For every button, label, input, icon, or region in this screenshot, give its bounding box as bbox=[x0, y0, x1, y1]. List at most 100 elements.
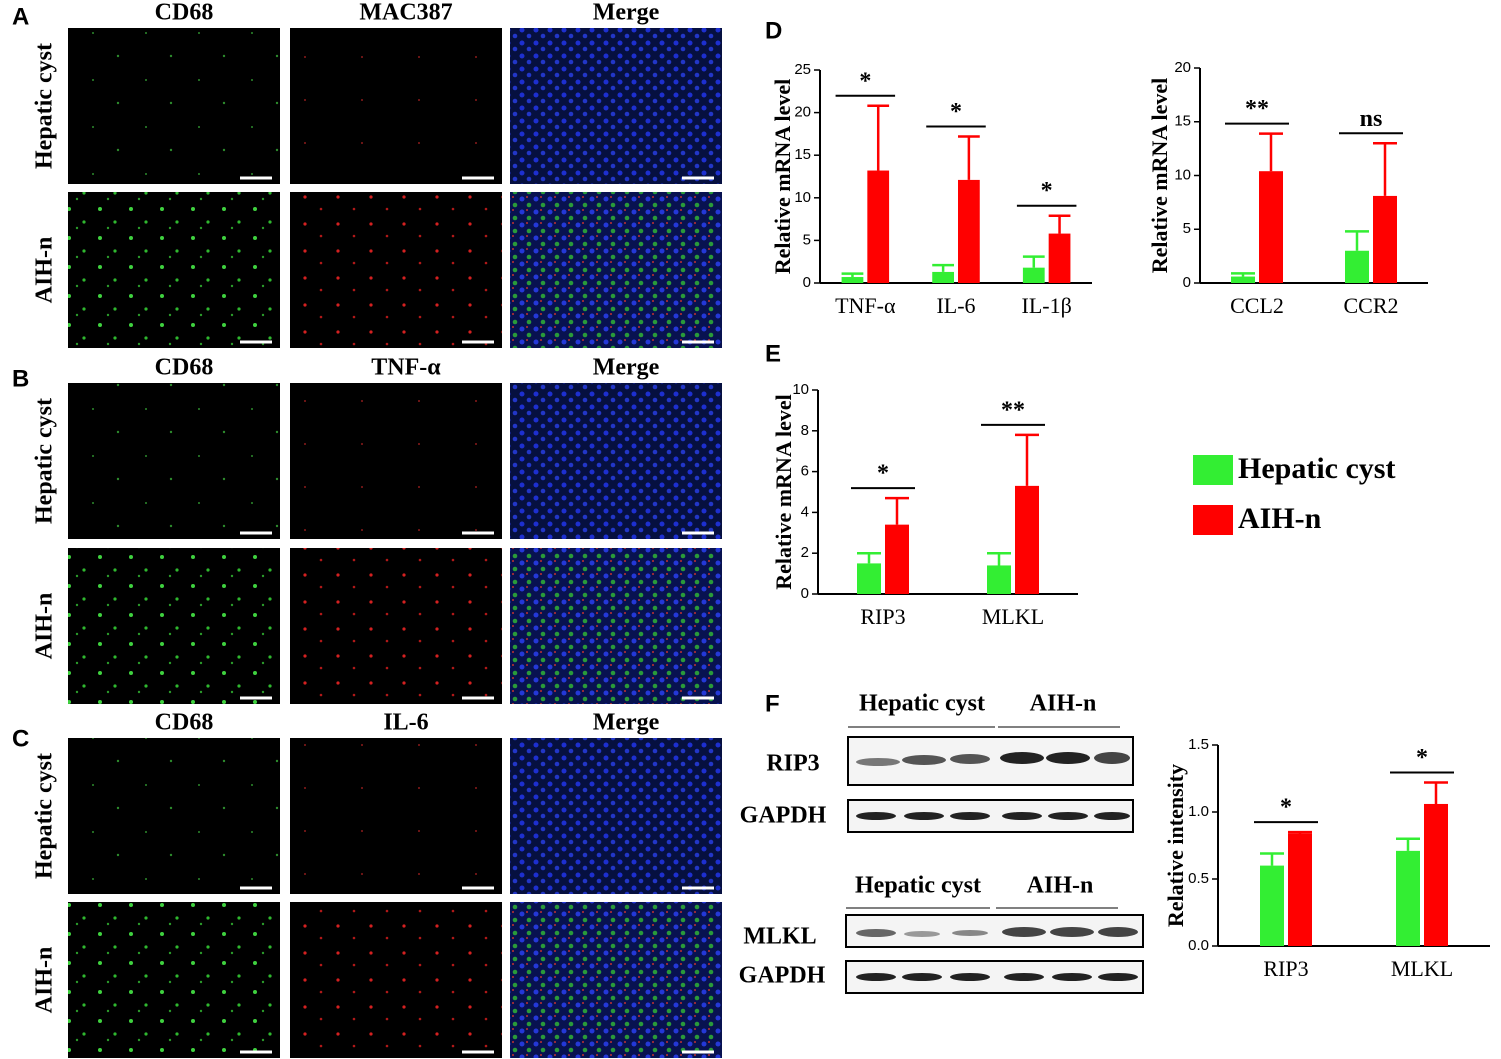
bar bbox=[932, 271, 954, 283]
y-tick-label: 0 bbox=[803, 274, 811, 291]
micrograph bbox=[290, 738, 502, 894]
x-tick-label: CCR2 bbox=[1343, 293, 1398, 318]
micrograph bbox=[68, 192, 280, 348]
error-bar bbox=[1015, 433, 1039, 486]
bar bbox=[857, 563, 881, 594]
micrograph bbox=[68, 548, 280, 704]
y-tick-label: 15 bbox=[1174, 113, 1191, 130]
column-title: CD68 bbox=[155, 355, 214, 381]
panel-label: A bbox=[12, 3, 29, 30]
bar bbox=[867, 170, 890, 283]
y-tick-label: 25 bbox=[794, 61, 811, 78]
blot-row: MLKL bbox=[743, 924, 816, 950]
significance: * bbox=[877, 461, 889, 487]
significance: ** bbox=[1245, 96, 1269, 122]
y-tick-label: 20 bbox=[1174, 59, 1191, 76]
y-tick-label: 10 bbox=[792, 381, 809, 398]
bar bbox=[1259, 171, 1283, 283]
y-tick-label: 20 bbox=[794, 104, 811, 121]
column-title: CD68 bbox=[155, 0, 214, 26]
blot-group: AIH-n bbox=[1027, 873, 1094, 899]
panel-label: E bbox=[765, 340, 781, 367]
significance: * bbox=[1041, 178, 1053, 204]
x-tick-label: CCL2 bbox=[1230, 293, 1284, 318]
x-tick-label: MLKL bbox=[982, 604, 1044, 629]
error-bar bbox=[857, 551, 881, 564]
error-bar bbox=[958, 135, 980, 180]
micrograph bbox=[68, 28, 280, 184]
bar bbox=[1373, 195, 1397, 283]
micrograph bbox=[510, 902, 722, 1058]
micrograph bbox=[290, 28, 502, 184]
y-tick-label: 10 bbox=[794, 189, 811, 206]
micrograph bbox=[290, 383, 502, 539]
y-axis-label: Relative mRNA level bbox=[771, 394, 796, 590]
panel-label: C bbox=[12, 725, 29, 752]
column-title: Merge bbox=[593, 355, 660, 381]
x-tick-label: IL-1β bbox=[1022, 293, 1072, 318]
panel-label: F bbox=[765, 690, 780, 717]
y-tick-label: 5 bbox=[803, 231, 811, 248]
micrograph bbox=[510, 548, 722, 704]
y-tick-label: 1.5 bbox=[1188, 736, 1209, 753]
y-axis-label: Relative intensity bbox=[1163, 764, 1188, 927]
significance: * bbox=[1416, 745, 1428, 771]
legend-label: AIH-n bbox=[1238, 502, 1322, 535]
micrograph bbox=[68, 902, 280, 1058]
micrograph bbox=[290, 192, 502, 348]
micrograph bbox=[510, 192, 722, 348]
y-tick-label: 6 bbox=[801, 463, 809, 480]
error-bar bbox=[1048, 214, 1071, 234]
row-label: Hepatic cyst bbox=[32, 43, 58, 169]
error-bar bbox=[885, 496, 909, 525]
legend-swatch bbox=[1193, 455, 1233, 485]
micrograph bbox=[68, 383, 280, 539]
bar bbox=[841, 277, 864, 283]
bar bbox=[958, 179, 980, 283]
error-bar bbox=[932, 263, 954, 272]
bar bbox=[1231, 276, 1255, 283]
error-bar bbox=[867, 104, 890, 171]
error-bar bbox=[987, 551, 1011, 566]
significance: * bbox=[859, 68, 871, 94]
micrograph bbox=[510, 383, 722, 539]
significance: ns bbox=[1360, 106, 1383, 132]
x-tick-label: RIP3 bbox=[1263, 956, 1308, 981]
bar bbox=[1424, 803, 1448, 946]
bar bbox=[1288, 833, 1312, 946]
y-tick-label: 15 bbox=[794, 146, 811, 163]
blot-group: AIH-n bbox=[1030, 691, 1097, 717]
row-label: Hepatic cyst bbox=[32, 398, 58, 524]
error-bar bbox=[1231, 272, 1255, 277]
row-label: AIH-n bbox=[32, 237, 58, 304]
row-label: Hepatic cyst bbox=[32, 753, 58, 879]
column-title: Merge bbox=[593, 0, 660, 26]
blot-group: Hepatic cyst bbox=[855, 873, 981, 899]
row-label: AIH-n bbox=[32, 593, 58, 660]
micrograph bbox=[290, 902, 502, 1058]
bar bbox=[987, 565, 1011, 594]
y-tick-label: 10 bbox=[1174, 166, 1191, 183]
row-label: AIH-n bbox=[32, 947, 58, 1014]
x-tick-label: IL-6 bbox=[936, 293, 975, 318]
x-tick-label: RIP3 bbox=[860, 604, 905, 629]
bar bbox=[885, 524, 909, 594]
y-axis-label: Relative mRNA level bbox=[1147, 78, 1172, 274]
micrograph bbox=[510, 28, 722, 184]
blot-bands bbox=[845, 726, 1144, 994]
bar bbox=[1015, 485, 1039, 594]
column-title: CD68 bbox=[155, 710, 214, 736]
blot-row: RIP3 bbox=[766, 751, 819, 777]
y-tick-label: 4 bbox=[801, 503, 809, 520]
micrograph bbox=[510, 738, 722, 894]
column-title: TNF-α bbox=[371, 355, 441, 381]
column-title: IL-6 bbox=[383, 710, 428, 736]
significance: * bbox=[950, 99, 962, 125]
y-tick-label: 0 bbox=[801, 585, 809, 602]
column-title: MAC387 bbox=[359, 0, 452, 26]
error-bar bbox=[1373, 142, 1397, 196]
y-tick-label: 0.5 bbox=[1188, 870, 1209, 887]
blot-group: Hepatic cyst bbox=[859, 691, 985, 717]
error-bar bbox=[841, 272, 864, 278]
